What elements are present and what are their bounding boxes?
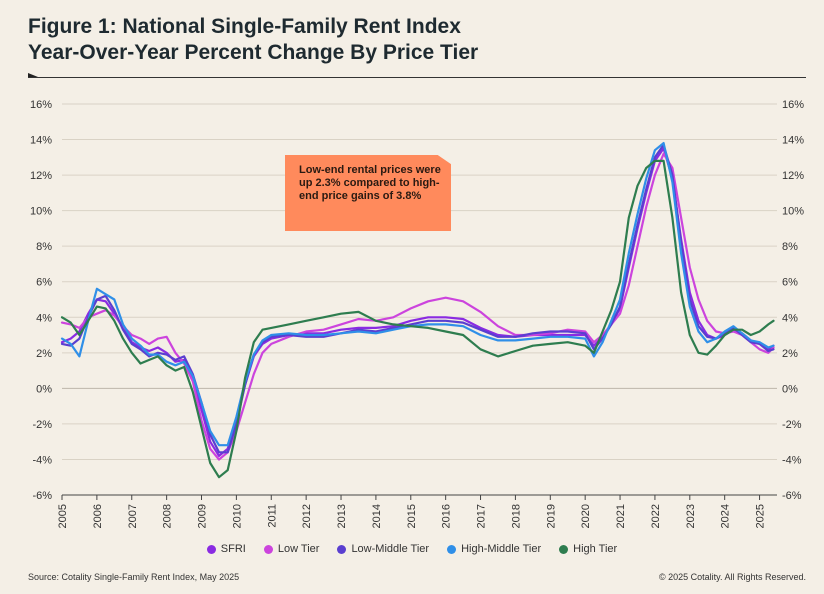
- legend-item-high-middle-tier: High-Middle Tier: [447, 543, 541, 555]
- y-tick-label-left: -6%: [32, 490, 52, 502]
- y-tick-label-right: 10%: [782, 206, 804, 218]
- legend-swatch: [206, 544, 216, 554]
- y-tick-label-left: 2%: [36, 348, 52, 360]
- series-lines: [60, 142, 775, 479]
- legend-label: SFRI: [220, 543, 246, 555]
- chart-title-line2: Year-Over-Year Percent Change By Price T…: [28, 41, 479, 64]
- y-tick-label-left: 14%: [30, 135, 52, 147]
- y-tick-label-left: -2%: [32, 419, 52, 431]
- chart-title: Figure 1: National Single-Family Rent In…: [28, 14, 808, 66]
- x-tick-label: 2018: [510, 504, 522, 528]
- x-tick-label: 2007: [127, 504, 139, 528]
- series-line-high-tier: [60, 159, 775, 479]
- y-tick-label-left: 8%: [36, 241, 52, 253]
- y-tick-label-left: 4%: [36, 312, 52, 324]
- source-note: Source: Cotality Single-Family Rent Inde…: [28, 572, 240, 582]
- y-tick-label-right: -6%: [782, 490, 802, 502]
- y-tick-label-right: 6%: [782, 277, 798, 289]
- y-tick-label-left: 12%: [30, 170, 52, 182]
- legend-swatch: [263, 544, 273, 554]
- x-tick-label: 2022: [650, 504, 662, 528]
- x-tick-label: 2019: [545, 504, 557, 528]
- copyright-note: © 2025 Cotality. All Rights Reserved.: [658, 572, 806, 582]
- x-tick-label: 2024: [720, 504, 732, 528]
- x-tick-label: 2012: [301, 504, 313, 528]
- y-tick-label-right: -4%: [782, 454, 802, 466]
- chart-title-line1: Figure 1: National Single-Family Rent In…: [28, 15, 461, 38]
- y-tick-label-right: 14%: [782, 135, 804, 147]
- x-tick-label: 2005: [57, 504, 69, 528]
- y-tick-label-right: 2%: [782, 348, 798, 360]
- callout-text: Low-end rental prices were up 2.3% compa…: [299, 164, 441, 202]
- x-tick-label: 2011: [266, 504, 278, 528]
- legend-item-low-middle-tier: Low-Middle Tier: [337, 543, 429, 555]
- legend-label: High-Middle Tier: [461, 543, 542, 555]
- x-tick-label: 2009: [197, 504, 209, 528]
- x-tick-label: 2023: [685, 504, 697, 528]
- callout-annotation: Low-end rental prices were up 2.3% compa…: [285, 155, 451, 231]
- legend-swatch: [447, 544, 457, 554]
- y-tick-label-right: -2%: [782, 419, 802, 431]
- title-divider: [28, 77, 806, 78]
- y-axis-left: -6% -4% -2% 0% 2% 4% 6% 8% 10% 12% 14% 16%: [30, 99, 52, 502]
- y-tick-label-left: 10%: [30, 206, 52, 218]
- x-tick-label: 2021: [615, 504, 627, 528]
- y-tick-label-left: 6%: [36, 277, 52, 289]
- x-tick-label: 2016: [441, 504, 453, 528]
- legend-label: Low Tier: [277, 543, 320, 555]
- legend-label: Low-Middle Tier: [351, 543, 430, 555]
- y-tick-label-left: 16%: [30, 99, 52, 111]
- y-tick-label-right: 4%: [782, 312, 798, 324]
- legend-label: High Tier: [573, 543, 618, 555]
- x-tick-label: 2025: [755, 504, 767, 528]
- x-tick-label: 2020: [580, 504, 592, 528]
- x-tick-label: 2008: [162, 504, 174, 528]
- legend-item-high-tier: High Tier: [559, 543, 617, 555]
- legend-item-low-tier: Low Tier: [263, 543, 320, 555]
- y-tick-label-right: 0%: [782, 383, 798, 395]
- x-tick-label: 2015: [406, 504, 418, 528]
- legend-swatch: [337, 544, 347, 554]
- divider-marker: [28, 73, 38, 77]
- y-tick-label-left: -4%: [32, 454, 52, 466]
- legend-swatch: [559, 544, 569, 554]
- x-tick-label: 2010: [231, 504, 243, 528]
- x-tick-label: 2013: [336, 504, 348, 528]
- x-tick-label: 2017: [476, 504, 488, 528]
- x-tick-label: 2014: [371, 504, 383, 528]
- series-line-low-tier: [60, 152, 775, 461]
- legend-item-sfri: SFRI: [206, 543, 246, 555]
- y-tick-label-right: 8%: [782, 241, 798, 253]
- y-tick-label-left: 0%: [36, 383, 52, 395]
- x-tick-label: 2006: [92, 504, 104, 528]
- y-tick-label-right: 16%: [782, 99, 804, 111]
- y-axis-right: -6% -4% -2% 0% 2% 4% 6% 8% 10% 12% 14% 16%: [782, 99, 804, 502]
- x-axis: 2005 2006 2007 2008 2009 2010 2011 2012 2013 2014…: [57, 494, 777, 528]
- y-tick-label-right: 12%: [782, 170, 804, 182]
- chart-legend: SFRI Low Tier Low-Middle Tier High-Middle T…: [0, 543, 824, 555]
